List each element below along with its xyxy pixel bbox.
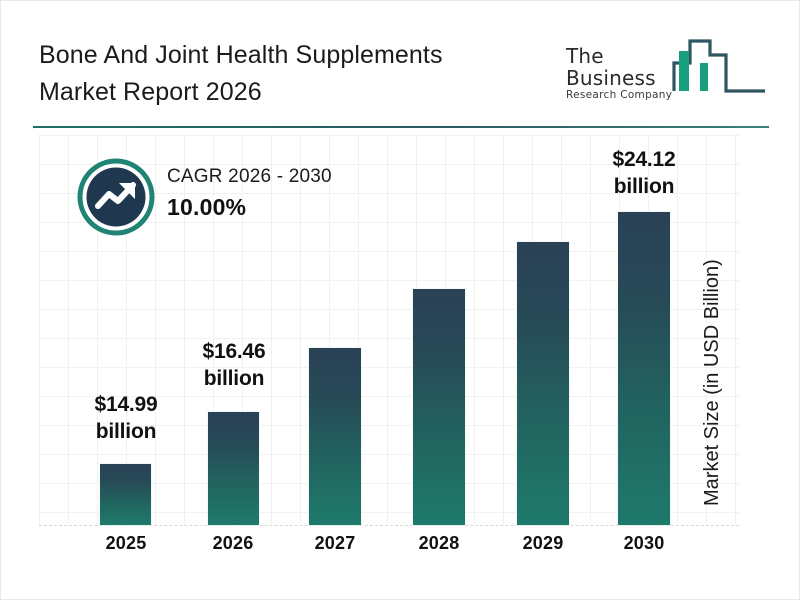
gridline-horizontal xyxy=(39,222,739,223)
trending-up-icon xyxy=(77,158,155,236)
axis-baseline xyxy=(39,525,739,526)
gridline-vertical xyxy=(358,134,359,526)
cagr-value-label: 10.00% xyxy=(167,194,247,220)
bar-value-label-2025-amount: $14.99 xyxy=(94,393,158,416)
gridline-vertical xyxy=(184,134,185,526)
bar-value-label-2026: $16.46 billion xyxy=(171,338,297,392)
bar-2025[interactable] xyxy=(100,464,151,525)
page-title-line1: Bone And Joint Health Supplements xyxy=(39,41,443,69)
bar-value-label-2030-unit: billion xyxy=(613,175,675,198)
page-title: Bone And Joint Health Supplements Market… xyxy=(39,37,559,111)
header: Bone And Joint Health Supplements Market… xyxy=(1,1,799,127)
x-axis-label-2027: 2027 xyxy=(314,533,356,553)
page-title-line2: Market Report 2026 xyxy=(39,78,262,106)
bar-2030[interactable] xyxy=(618,212,670,525)
gridline-horizontal xyxy=(39,135,739,136)
gridline-horizontal xyxy=(39,454,739,455)
x-axis-label-2030: 2030 xyxy=(623,533,665,553)
gridline-horizontal xyxy=(39,367,739,368)
gridline-horizontal xyxy=(39,512,739,513)
gridline-vertical xyxy=(68,134,69,526)
gridline-vertical xyxy=(590,134,591,526)
x-axis-label-2028: 2028 xyxy=(418,533,460,553)
gridline-horizontal xyxy=(39,251,739,252)
cagr-badge: CAGR 2026 - 2030 10.00% xyxy=(77,157,377,239)
bar-2028[interactable] xyxy=(413,289,465,525)
gridline-vertical xyxy=(271,134,272,526)
gridline-vertical xyxy=(474,134,475,526)
cagr-range-label: CAGR 2026 - 2030 xyxy=(167,166,332,187)
logo-sub-text: Research Company xyxy=(566,89,673,101)
gridline-horizontal xyxy=(39,164,739,165)
bar-value-label-2030-amount: $24.12 xyxy=(612,148,676,171)
x-axis-label-2029: 2029 xyxy=(522,533,564,553)
x-axis-label-2025: 2025 xyxy=(105,533,147,553)
gridline-vertical xyxy=(155,134,156,526)
gridline-vertical xyxy=(39,134,40,526)
company-logo: The Business Research Company xyxy=(564,29,769,101)
gridline-vertical xyxy=(97,134,98,526)
bar-2027[interactable] xyxy=(309,348,361,525)
gridline-vertical xyxy=(242,134,243,526)
gridline-horizontal xyxy=(39,338,739,339)
gridline-vertical xyxy=(329,134,330,526)
y-axis-title-text: Market Size (in USD Billion) xyxy=(701,259,723,506)
gridline-horizontal xyxy=(39,483,739,484)
gridline-vertical xyxy=(213,134,214,526)
gridline-vertical xyxy=(735,134,736,526)
header-divider xyxy=(33,126,769,128)
gridline-vertical xyxy=(387,134,388,526)
y-axis-title: Market Size (in USD Billion) xyxy=(698,1,726,506)
gridline-vertical xyxy=(677,134,678,526)
logo-main-text: The Business xyxy=(566,44,656,90)
bar-skyline-logo-icon xyxy=(670,29,769,97)
gridline-horizontal xyxy=(39,425,739,426)
x-axis-label-2026: 2026 xyxy=(212,533,254,553)
bar-value-label-2030: $24.12 billion xyxy=(581,146,707,200)
gridline-vertical xyxy=(706,134,707,526)
bar-2026[interactable] xyxy=(208,412,259,525)
gridline-horizontal xyxy=(39,193,739,194)
gridline-vertical xyxy=(126,134,127,526)
gridline-vertical xyxy=(503,134,504,526)
bar-value-label-2025: $14.99 billion xyxy=(63,391,189,445)
bar-value-label-2026-unit: billion xyxy=(203,367,265,390)
bar-value-label-2026-amount: $16.46 xyxy=(202,340,266,363)
bar-value-label-2025-unit: billion xyxy=(95,420,157,443)
gridline-horizontal xyxy=(39,309,739,310)
cagr-text-block: CAGR 2026 - 2030 10.00% xyxy=(167,163,377,223)
logo-wordmark: The Business Research Company xyxy=(566,45,694,102)
gridline-horizontal xyxy=(39,396,739,397)
gridline-horizontal xyxy=(39,280,739,281)
bar-2029[interactable] xyxy=(517,242,569,525)
gridline-vertical xyxy=(300,134,301,526)
